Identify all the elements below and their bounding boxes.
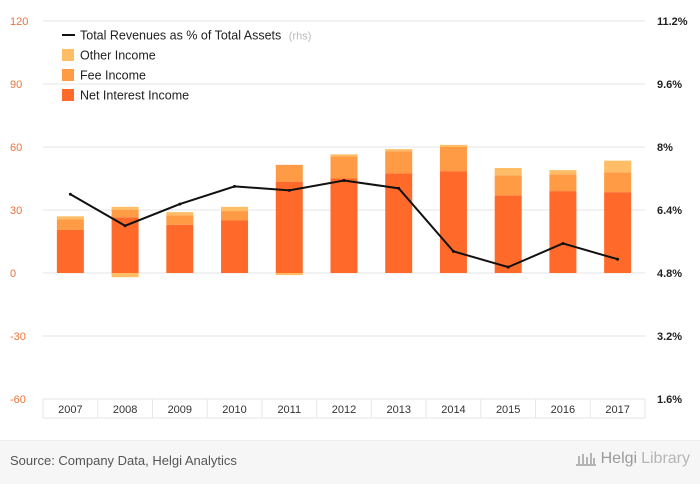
left-tick-label: 0 <box>10 268 16 280</box>
bar-negative-other-income <box>275 273 303 276</box>
bar-net-interest-income <box>330 178 358 273</box>
line-point <box>123 224 127 228</box>
line-point <box>616 257 620 261</box>
svg-text:Total Revenues as % of Total A: Total Revenues as % of Total Assets (rhs… <box>80 29 311 43</box>
bar-fee-income <box>549 174 577 192</box>
gridlines <box>42 20 646 419</box>
right-tick-label: 1.6% <box>657 394 682 406</box>
bar-other-income <box>56 216 84 220</box>
bar-fee-income <box>221 211 249 221</box>
left-tick-label: 60 <box>10 142 22 154</box>
x-tick-label: 2013 <box>386 404 410 416</box>
line-point <box>451 249 455 253</box>
bar-net-interest-income <box>549 191 577 273</box>
legend-swatch-other-income <box>62 49 74 61</box>
line-point <box>233 184 237 188</box>
left-tick-label: 120 <box>10 16 28 28</box>
bar-other-income <box>166 212 194 216</box>
logo-text-library: Library <box>641 450 690 467</box>
right-axis-ticks: 1.6% 3.2% 4.8% 6.4% 8% 9.6% 11.2% <box>657 16 688 406</box>
bar-net-interest-income <box>275 181 303 273</box>
right-tick-label: 8% <box>657 142 673 154</box>
bar-other-income <box>385 149 413 152</box>
x-tick-label: 2014 <box>441 404 465 416</box>
bar-fee-income <box>330 156 358 179</box>
bar-net-interest-income <box>56 229 84 273</box>
line-point <box>506 265 510 269</box>
bar-other-income <box>549 170 577 175</box>
x-axis-ticks: 2007 2008 2009 2010 2011 2012 2013 2014 2015 2016… <box>58 404 630 416</box>
x-tick-label: 2011 <box>277 404 301 416</box>
legend-item-fee-income: Fee Income <box>62 69 146 83</box>
legend-swatch-net-interest-income <box>62 89 74 101</box>
bar-net-interest-income <box>494 195 522 273</box>
x-tick-label: 2007 <box>58 404 82 416</box>
bar-other-income <box>330 154 358 157</box>
bar-fee-income <box>439 147 467 172</box>
line-point <box>68 192 72 196</box>
bar-other-income <box>494 168 522 176</box>
bar-net-interest-income <box>604 192 632 273</box>
right-tick-label: 3.2% <box>657 331 682 343</box>
x-tick-label: 2010 <box>222 404 246 416</box>
bar-fee-income <box>385 151 413 174</box>
legend-swatch-fee-income <box>62 69 74 81</box>
left-tick-label: -60 <box>10 394 26 406</box>
footer: Source: Company Data, Helgi Analytics He… <box>0 440 700 484</box>
bar-net-interest-income <box>221 220 249 273</box>
legend-item-other-income: Other Income <box>62 49 156 63</box>
source-text: Source: Company Data, Helgi Analytics <box>10 453 237 468</box>
bar-fee-income <box>494 175 522 196</box>
bar-fee-income <box>111 210 139 218</box>
bar-fee-income <box>275 164 303 182</box>
right-tick-label: 4.8% <box>657 268 682 280</box>
bar-negative-other-income <box>111 273 139 278</box>
right-tick-label: 11.2% <box>657 16 688 28</box>
bar-other-income <box>221 206 249 212</box>
left-tick-label: 90 <box>10 79 22 91</box>
line-point <box>287 188 291 192</box>
legend-label-fee-income: Fee Income <box>80 69 146 83</box>
left-tick-label: 30 <box>10 205 22 217</box>
left-tick-label: -30 <box>10 331 26 343</box>
bar-other-income <box>439 144 467 147</box>
bar-fee-income <box>56 219 84 230</box>
bar-fee-income <box>166 215 194 225</box>
bar-other-income <box>604 160 632 173</box>
x-tick-label: 2009 <box>168 404 192 416</box>
line-point <box>342 178 346 182</box>
bar-net-interest-income <box>439 171 467 273</box>
right-tick-label: 6.4% <box>657 205 682 217</box>
library-building-icon <box>575 453 596 466</box>
legend-label-other-income: Other Income <box>80 49 156 63</box>
x-tick-label: 2012 <box>332 404 356 416</box>
bar-other-income <box>111 206 139 210</box>
helgi-library-logo: Helgi Library <box>575 450 690 468</box>
right-tick-label: 9.6% <box>657 79 682 91</box>
left-axis-ticks: -60 -30 0 30 60 90 120 <box>10 16 28 406</box>
legend-label-net-interest-income: Net Interest Income <box>80 89 189 103</box>
legend-label-total-revenues: Total Revenues as % of Total Assets <box>80 29 281 43</box>
legend-note-rhs: (rhs) <box>289 31 312 43</box>
line-point <box>397 186 401 190</box>
x-tick-label: 2008 <box>113 404 137 416</box>
legend-item-net-interest-income: Net Interest Income <box>62 89 189 103</box>
bar-fee-income <box>604 172 632 193</box>
line-point <box>178 202 182 206</box>
bar-net-interest-income <box>166 224 194 273</box>
x-tick-label: 2016 <box>551 404 575 416</box>
x-tick-label: 2015 <box>496 404 520 416</box>
bars <box>56 144 632 278</box>
legend-item-total-revenues: Total Revenues as % of Total Assets (rhs… <box>62 29 311 43</box>
bar-net-interest-income <box>385 173 413 273</box>
revenue-ratio-line <box>68 178 620 269</box>
logo-text-helgi: Helgi <box>600 450 638 467</box>
line-point <box>561 241 565 245</box>
x-tick-label: 2017 <box>605 404 629 416</box>
legend: Total Revenues as % of Total Assets (rhs… <box>62 29 311 103</box>
